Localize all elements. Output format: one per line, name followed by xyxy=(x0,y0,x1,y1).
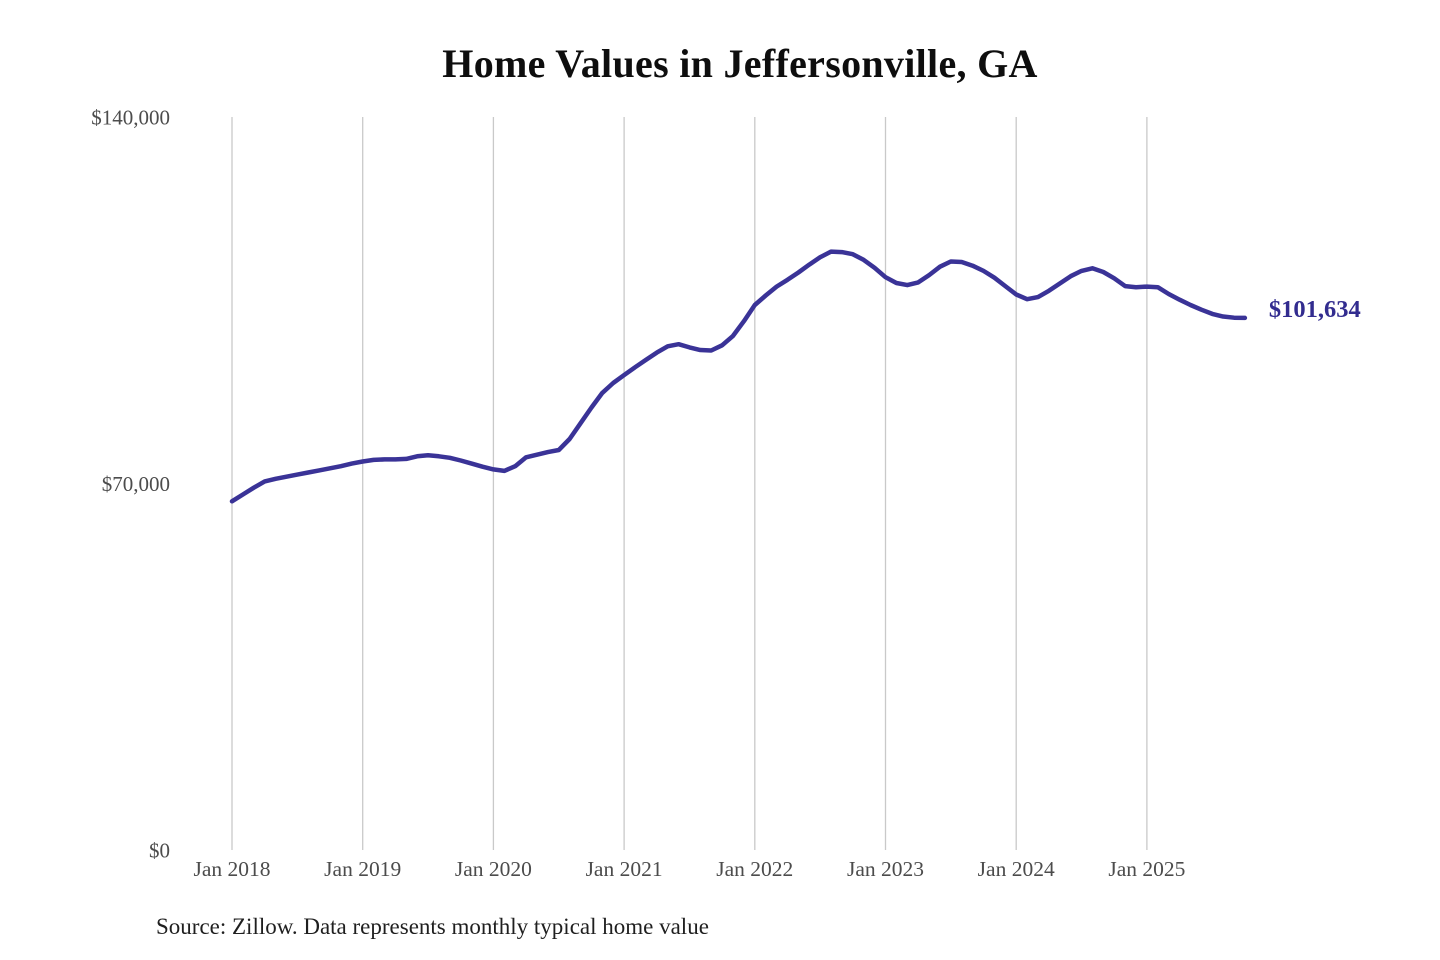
source-note: Source: Zillow. Data represents monthly … xyxy=(156,914,709,939)
x-tick-label-jan-2020: Jan 2020 xyxy=(455,857,532,881)
x-tick-label-jan-2025: Jan 2025 xyxy=(1108,857,1185,881)
x-tick-label-jan-2018: Jan 2018 xyxy=(193,857,270,881)
x-tick-label-jan-2019: Jan 2019 xyxy=(324,857,401,881)
y-tick-label-140000: $140,000 xyxy=(91,105,170,129)
x-tick-label-jan-2024: Jan 2024 xyxy=(978,857,1055,881)
home-value-series-line xyxy=(229,249,1248,504)
chart-title: Home Values in Jeffersonville, GA xyxy=(442,41,1038,86)
x-tick-label-jan-2022: Jan 2022 xyxy=(716,857,793,881)
x-tick-label-jan-2021: Jan 2021 xyxy=(586,857,663,881)
y-tick-label-70000: $70,000 xyxy=(102,472,170,496)
y-tick-label-0: $0 xyxy=(149,838,170,862)
x-tick-label-jan-2023: Jan 2023 xyxy=(847,857,924,881)
end-value-label: $101,634 xyxy=(1269,296,1361,323)
